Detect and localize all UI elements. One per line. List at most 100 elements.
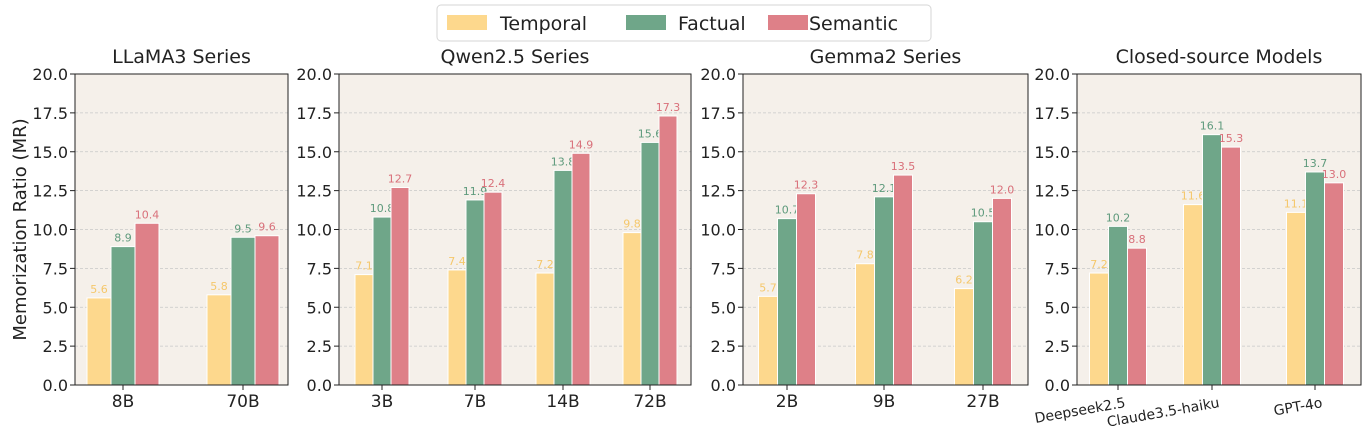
y-tick-label: 20.0 [296, 65, 332, 84]
bar-temporal-3b [354, 274, 374, 386]
data-label-factual-3b: 10.8 [370, 202, 395, 215]
y-tick-label: 17.5 [1034, 104, 1070, 123]
bar-temporal-72b [622, 232, 642, 386]
data-label-semantic-72b: 17.3 [656, 101, 681, 114]
bar-semantic-claude3.5-haiku [1221, 146, 1241, 386]
bar-factual-gpt-4o [1305, 171, 1325, 386]
bar-semantic-2b [796, 193, 816, 386]
bar-factual-70b [230, 236, 256, 386]
y-tick-label: 20.0 [1034, 65, 1070, 84]
y-tick-label: 10.0 [1034, 221, 1070, 240]
y-tick-label: 0.0 [1045, 376, 1070, 395]
panel-2: 0.0 2.5 5.0 7.5 10.0 12.5 15.0 17.5 20.0 7.1 10.8 1… [296, 46, 692, 412]
plot-frame [1076, 73, 1362, 386]
data-label-temporal-deepseek2.5: 7.2 [1090, 258, 1108, 271]
bar-temporal-gpt-4o [1286, 211, 1306, 386]
legend-swatch-semantic [768, 15, 808, 30]
legend-label-semantic: Semantic [809, 13, 898, 35]
bar-temporal-7b [447, 269, 467, 386]
y-tick-label: 5.0 [711, 298, 736, 317]
bar-temporal-deepseek2.5 [1089, 272, 1109, 386]
bar-temporal-9b [855, 263, 875, 386]
y-tick-label: 0.0 [43, 376, 68, 395]
bar-temporal-8b [86, 297, 112, 386]
data-label-semantic-8b: 10.4 [135, 208, 160, 221]
y-tick-label: 17.5 [296, 104, 332, 123]
data-label-temporal-2b: 5.7 [759, 281, 777, 294]
legend-label-temporal: Temporal [499, 13, 587, 35]
data-label-temporal-72b: 9.8 [623, 218, 641, 231]
panel-title: Closed-source Models [1116, 46, 1323, 68]
data-label-semantic-14b: 14.9 [569, 138, 594, 151]
x-tick-label: 2B [776, 392, 798, 412]
y-tick-label: 0.0 [307, 376, 332, 395]
data-label-factual-70b: 9.5 [234, 222, 252, 235]
legend-swatch-factual [626, 15, 666, 30]
bar-semantic-7b [483, 191, 503, 386]
y-axis-label: Memorization Ratio (MR) [10, 118, 31, 340]
data-label-semantic-27b: 12.0 [990, 183, 1015, 196]
y-tick-label: 12.5 [1034, 182, 1070, 201]
legend-box [436, 4, 932, 42]
y-tick-label: 10.0 [700, 221, 736, 240]
data-label-semantic-3b: 12.7 [388, 173, 413, 186]
panel-4: 0.0 2.5 5.0 7.5 10.0 12.5 15.0 17.5 20.0 7.2 10.2 8… [1034, 46, 1362, 430]
y-tick-label: 7.5 [1045, 259, 1070, 278]
data-label-temporal-9b: 7.8 [856, 249, 874, 262]
x-tick-label: 70B [226, 392, 259, 412]
data-label-semantic-70b: 9.6 [258, 221, 276, 234]
bar-temporal-claude3.5-haiku [1183, 204, 1203, 386]
y-tick-label: 7.5 [43, 259, 68, 278]
data-label-temporal-8b: 5.6 [90, 283, 108, 296]
x-tick-label: 9B [873, 392, 895, 412]
data-label-temporal-3b: 7.1 [355, 260, 373, 273]
bar-semantic-70b [254, 235, 280, 386]
data-label-factual-72b: 15.6 [638, 127, 663, 140]
data-label-temporal-claude3.5-haiku: 11.6 [1181, 190, 1206, 203]
bar-factual-2b [777, 218, 797, 386]
data-label-factual-claude3.5-haiku: 16.1 [1200, 120, 1225, 133]
y-tick-label: 15.0 [1034, 143, 1070, 162]
data-label-factual-deepseek2.5: 10.2 [1106, 211, 1131, 224]
bar-factual-9b [874, 196, 894, 386]
y-tick-label: 5.0 [43, 298, 68, 317]
bar-semantic-14b [571, 152, 591, 386]
data-label-semantic-7b: 12.4 [481, 177, 506, 190]
x-tick-label: GPT-4o [1273, 395, 1324, 419]
data-label-factual-9b: 12.1 [872, 182, 897, 195]
legend: Temporal Factual Semantic [436, 4, 932, 42]
bar-temporal-27b [954, 288, 974, 386]
y-tick-label: 12.5 [32, 182, 68, 201]
y-tick-label: 0.0 [711, 376, 736, 395]
bar-semantic-3b [390, 187, 410, 386]
bar-factual-8b [110, 246, 136, 386]
data-label-temporal-27b: 6.2 [955, 274, 973, 287]
bar-factual-72b [640, 141, 660, 386]
bar-factual-7b [465, 199, 485, 386]
y-tick-label: 20.0 [32, 65, 68, 84]
bar-semantic-gpt-4o [1324, 182, 1344, 386]
panel-3: 0.0 2.5 5.0 7.5 10.0 12.5 15.0 17.5 20.0 5.7 10.7 1… [700, 46, 1029, 412]
plot-frame [742, 73, 1029, 386]
bar-temporal-70b [206, 294, 232, 386]
data-label-semantic-2b: 12.3 [794, 179, 819, 192]
data-label-factual-2b: 10.7 [775, 204, 800, 217]
data-label-semantic-9b: 13.5 [891, 160, 916, 173]
y-tick-label: 2.5 [307, 337, 332, 356]
x-tick-label: 8B [112, 392, 134, 412]
data-label-semantic-gpt-4o: 13.0 [1322, 168, 1347, 181]
bar-temporal-14b [535, 272, 555, 386]
data-label-factual-7b: 11.9 [463, 185, 488, 198]
data-label-temporal-7b: 7.4 [448, 255, 466, 268]
data-label-semantic-deepseek2.5: 8.8 [1128, 233, 1146, 246]
panel-title: Gemma2 Series [810, 46, 962, 68]
plot-frame [338, 73, 692, 386]
plot-frame [74, 73, 289, 386]
bar-factual-27b [973, 221, 993, 386]
bar-semantic-9b [893, 174, 913, 386]
bar-semantic-72b [658, 115, 678, 386]
y-tick-label: 2.5 [1045, 337, 1070, 356]
data-label-temporal-70b: 5.8 [210, 280, 228, 293]
